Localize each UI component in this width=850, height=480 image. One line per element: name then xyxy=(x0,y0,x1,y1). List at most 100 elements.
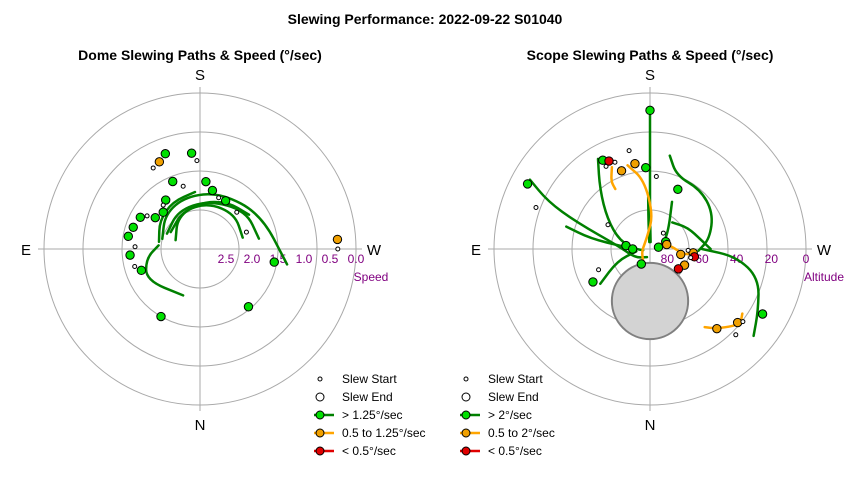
scope-legend-marker-slow xyxy=(461,446,471,456)
dome-legend-label: > 1.25°/sec xyxy=(342,408,403,422)
scope-slew-path-fast xyxy=(671,221,712,251)
scope-slew-start-marker xyxy=(533,205,539,211)
scope-radial-tick-label: 0 xyxy=(803,252,810,266)
scope-legend-marker-fast xyxy=(461,410,471,420)
dome-slew-start-marker xyxy=(194,158,200,164)
scope-radial-label: Altitude xyxy=(804,270,844,284)
scope-compass-right: W xyxy=(817,242,832,259)
figure-title: Slewing Performance: 2022-09-22 S01040 xyxy=(288,11,563,27)
dome-slew-end-marker-fast xyxy=(135,212,146,222)
dome-slew-end-marker-fast xyxy=(201,176,211,187)
dome-slew-start-marker xyxy=(180,183,186,189)
scope-legend: Slew Start Slew End > 2°/sec 0.5 to 2°/sec <… xyxy=(460,372,555,458)
dome-radial-tick-label: 1.0 xyxy=(296,252,313,266)
dome-slew-start-marker xyxy=(335,246,341,252)
dome-slew-path-fast xyxy=(161,193,289,266)
scope-slew-end-marker-medium xyxy=(712,323,722,334)
dome-compass-top: S xyxy=(195,67,205,84)
dome-slew-end-marker-fast xyxy=(128,222,138,233)
scope-slew-end-marker-fast xyxy=(522,179,533,189)
scope-slew-start-marker xyxy=(740,319,746,325)
dome-slew-end-marker-fast xyxy=(150,212,160,223)
scope-slew-end-marker-fast xyxy=(636,259,647,269)
scope-slew-path-fast xyxy=(700,247,760,338)
scope-slew-start-marker xyxy=(596,267,602,273)
dome-slew-end-marker-fast xyxy=(158,207,168,217)
dome-slew-start-marker xyxy=(243,229,249,235)
scope-slew-end-marker-medium xyxy=(616,166,627,176)
scope-legend-label: > 2°/sec xyxy=(488,408,532,422)
dome-legend-label: Slew End xyxy=(342,390,393,404)
scope-slew-start-marker xyxy=(660,230,666,236)
scope-slew-path-medium xyxy=(626,164,653,263)
dome-chart: Dome Slewing Paths & Speed (°/sec) 2.5 2.… xyxy=(21,47,426,458)
dome-legend: Slew Start Slew End > 1.25°/sec 0.5 to 1.25… xyxy=(314,372,426,458)
dome-radial-label: Speed xyxy=(354,270,389,284)
dome-legend-label: 0.5 to 1.25°/sec xyxy=(342,426,426,440)
dome-radial-tick-label: 2.5 xyxy=(218,252,235,266)
dome-legend-start-symbol xyxy=(317,376,323,382)
scope-slew-end-marker-fast xyxy=(757,309,768,319)
scope-slew-end-marker-medium xyxy=(732,317,743,328)
scope-slew-end-marker-fast xyxy=(653,242,664,252)
dome-radial-tick-label: 2.0 xyxy=(244,252,261,266)
scope-chart: Scope Slewing Paths & Speed (°/sec) 80 60… xyxy=(460,47,844,458)
scope-compass-left: E xyxy=(471,242,481,259)
dome-chart-title: Dome Slewing Paths & Speed (°/sec) xyxy=(78,47,322,63)
scope-slew-path-fast xyxy=(565,225,626,248)
scope-compass-top: S xyxy=(645,67,655,84)
scope-slew-start-marker xyxy=(685,247,691,253)
dome-grid xyxy=(38,87,362,411)
scope-slew-end-marker-slow xyxy=(604,156,614,166)
scope-radial-tick-label: 80 xyxy=(661,252,675,266)
scope-legend-end-symbol xyxy=(461,392,471,402)
scope-exclusion-zone xyxy=(610,261,690,341)
dome-slew-end-marker-medium xyxy=(154,157,165,167)
scope-slew-end-marker-slow xyxy=(673,264,684,274)
dome-legend-label: Slew Start xyxy=(342,372,397,386)
dome-radial-tick-label: 0.5 xyxy=(322,252,339,266)
dome-legend-marker-slow xyxy=(315,446,325,456)
scope-compass-bottom: N xyxy=(645,417,656,434)
dome-slew-end-marker-fast xyxy=(269,257,279,267)
dome-slew-end-marker-fast xyxy=(168,176,178,187)
dome-legend-marker-fast xyxy=(315,410,325,420)
scope-legend-start-symbol xyxy=(463,376,469,382)
dome-slew-end-marker-fast xyxy=(156,311,166,322)
dome-radial-ticks: 2.5 2.0 1.5 1.0 0.5 0.0 xyxy=(218,252,365,266)
dome-legend-label: < 0.5°/sec xyxy=(342,444,396,458)
dome-slew-path-fast xyxy=(144,244,185,297)
scope-slew-path-fast xyxy=(528,178,649,259)
scope-slew-end-marker-fast xyxy=(645,105,655,116)
dome-slew-end-marker-fast xyxy=(243,302,254,312)
dome-slew-end-marker-medium xyxy=(332,234,343,245)
scope-slew-end-marker-fast xyxy=(673,184,683,195)
scope-slew-end-marker-medium xyxy=(662,239,672,250)
scope-slew-start-marker xyxy=(733,332,739,338)
scope-exclusion-circle xyxy=(610,261,690,341)
scope-slew-start-marker xyxy=(653,173,659,179)
dome-slew-start-marker xyxy=(160,202,166,208)
scope-slew-start-marker xyxy=(688,255,694,261)
scope-slew-end-marker-medium xyxy=(676,249,686,260)
scope-slew-start-marker xyxy=(612,159,618,165)
scope-slew-end-marker-fast xyxy=(627,244,638,254)
dome-slew-start-marker xyxy=(150,165,156,171)
dome-slew-end-marker-fast xyxy=(207,185,218,196)
scope-radial-tick-label: 20 xyxy=(765,252,779,266)
dome-compass-right: W xyxy=(367,242,382,259)
scope-legend-label: 0.5 to 2°/sec xyxy=(488,426,555,440)
dome-compass-left: E xyxy=(21,242,31,259)
dome-slew-start-marker xyxy=(132,263,138,269)
scope-slew-start-marker xyxy=(626,148,632,154)
scope-chart-title: Scope Slewing Paths & Speed (°/sec) xyxy=(527,47,774,63)
dome-markers xyxy=(123,148,343,322)
dome-radial-tick-label: 0.0 xyxy=(348,252,365,266)
dome-slew-end-marker-fast xyxy=(160,149,171,159)
scope-slew-path-fast xyxy=(668,154,713,252)
scope-slew-end-marker-medium xyxy=(630,158,640,169)
dome-slew-start-marker xyxy=(216,195,222,201)
dome-legend-end-symbol xyxy=(315,392,325,402)
dome-slew-end-marker-fast xyxy=(186,148,197,158)
